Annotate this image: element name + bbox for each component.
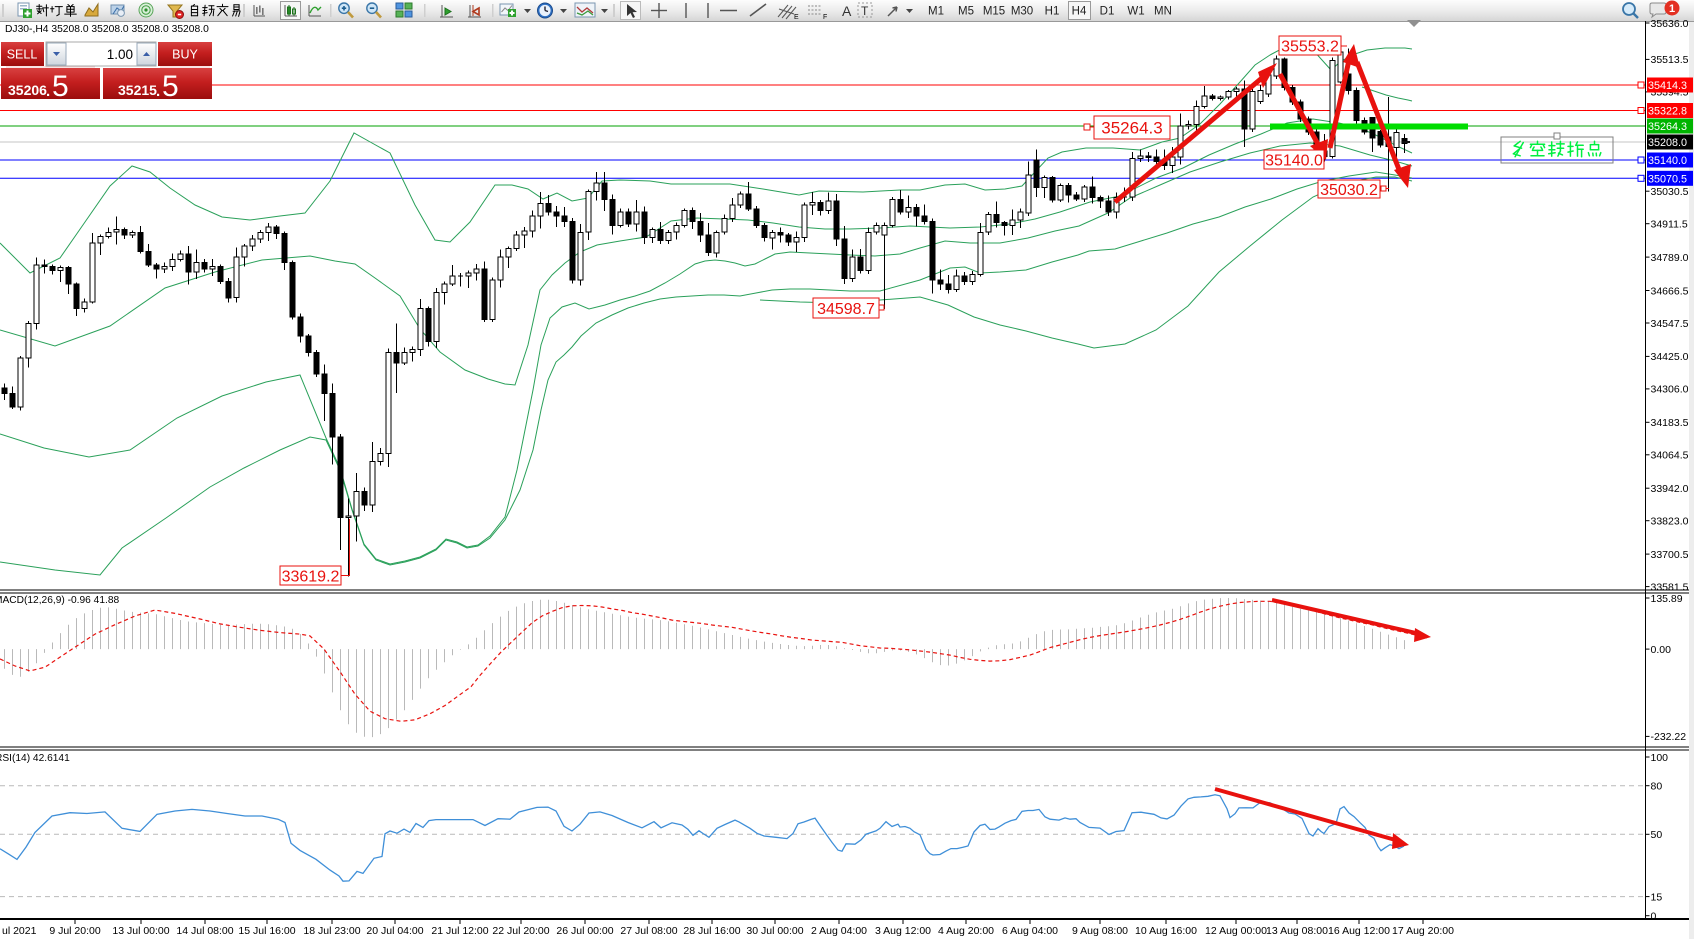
svg-text:35206: 35206	[8, 82, 47, 98]
svg-text:14 Jul 08:00: 14 Jul 08:00	[176, 925, 233, 937]
svg-text:DJ30-,H4 35208.0 35208.0 3520: DJ30-,H4 35208.0 35208.0 35208.0 35208.0	[5, 24, 209, 35]
svg-text:20 Jul 04:00: 20 Jul 04:00	[366, 925, 423, 937]
svg-text:34183.5: 34183.5	[1651, 417, 1689, 429]
svg-text:15: 15	[1651, 891, 1663, 903]
svg-text:35140.0: 35140.0	[1265, 152, 1323, 169]
svg-text:M30: M30	[1011, 6, 1033, 18]
svg-text:F: F	[823, 14, 827, 21]
svg-text:1.00: 1.00	[107, 47, 133, 62]
svg-text:33700.5: 33700.5	[1651, 549, 1689, 561]
svg-text:RSI(14) 42.6141: RSI(14) 42.6141	[0, 753, 70, 764]
svg-text:50: 50	[1651, 829, 1663, 841]
svg-text:100: 100	[1651, 752, 1669, 764]
svg-text:5: 5	[52, 70, 69, 103]
svg-text:M1: M1	[928, 6, 944, 18]
svg-text:34064.5: 34064.5	[1651, 450, 1689, 462]
svg-text:35553.2: 35553.2	[1281, 38, 1339, 55]
svg-text:4 Aug 20:00: 4 Aug 20:00	[938, 925, 994, 937]
svg-text:135.89: 135.89	[1651, 593, 1683, 605]
svg-text:27 Jul 08:00: 27 Jul 08:00	[620, 925, 677, 937]
svg-text:35264.3: 35264.3	[1101, 119, 1162, 138]
svg-text:13 Jul 00:00: 13 Jul 00:00	[112, 925, 169, 937]
svg-text:A: A	[842, 3, 852, 19]
svg-text:21 Jul 12:00: 21 Jul 12:00	[431, 925, 488, 937]
svg-text:33581.5: 33581.5	[1651, 581, 1689, 593]
svg-text:9 Jul 20:00: 9 Jul 20:00	[49, 925, 101, 937]
svg-text:0: 0	[1651, 911, 1657, 923]
svg-text:34666.5: 34666.5	[1651, 285, 1689, 297]
svg-text:MACD(12,26,9) -0.96 41.88: MACD(12,26,9) -0.96 41.88	[0, 595, 119, 606]
svg-text:12 Aug 00:00: 12 Aug 00:00	[1205, 925, 1267, 937]
svg-text:80: 80	[1651, 781, 1663, 793]
svg-text:18 Jul 23:00: 18 Jul 23:00	[303, 925, 360, 937]
svg-text:E: E	[794, 14, 799, 21]
svg-text:M5: M5	[958, 6, 974, 18]
svg-text:34598.7: 34598.7	[817, 301, 875, 318]
svg-text:35264.3: 35264.3	[1648, 121, 1687, 133]
svg-text:35414.3: 35414.3	[1648, 80, 1687, 92]
svg-text:H4: H4	[1072, 6, 1087, 18]
svg-text:M15: M15	[983, 6, 1005, 18]
svg-text:33942.0: 33942.0	[1651, 483, 1689, 495]
svg-text:34547.5: 34547.5	[1651, 318, 1689, 330]
svg-text:.: .	[46, 83, 50, 100]
svg-text:17 Aug 20:00: 17 Aug 20:00	[1392, 925, 1454, 937]
svg-text:9 Aug 08:00: 9 Aug 08:00	[1072, 925, 1128, 937]
svg-text:34306.0: 34306.0	[1651, 384, 1689, 396]
svg-text:15 Jul 16:00: 15 Jul 16:00	[238, 925, 295, 937]
svg-text:35070.5: 35070.5	[1648, 173, 1687, 185]
svg-text:35208.0: 35208.0	[1648, 137, 1687, 149]
svg-text:33619.2: 33619.2	[282, 568, 340, 585]
svg-text:2 Aug 04:00: 2 Aug 04:00	[811, 925, 867, 937]
svg-text:0.00: 0.00	[1651, 644, 1672, 656]
svg-text:10 Aug 16:00: 10 Aug 16:00	[1135, 925, 1197, 937]
svg-text:T: T	[861, 4, 869, 18]
svg-text:34911.5: 34911.5	[1651, 219, 1688, 231]
svg-text:35030.2: 35030.2	[1320, 182, 1378, 199]
svg-text:D1: D1	[1100, 6, 1115, 18]
svg-text:34425.0: 34425.0	[1651, 351, 1689, 363]
svg-text:35513.5: 35513.5	[1651, 54, 1689, 66]
svg-text:30 Jul 00:00: 30 Jul 00:00	[746, 925, 803, 937]
svg-text:16 Aug 12:00: 16 Aug 12:00	[1328, 925, 1390, 937]
svg-text:H1: H1	[1045, 6, 1060, 18]
svg-text:5: 5	[162, 70, 179, 103]
svg-text:6 Aug 04:00: 6 Aug 04:00	[1002, 925, 1058, 937]
svg-text:BUY: BUY	[172, 48, 198, 62]
svg-text:26 Jul 00:00: 26 Jul 00:00	[556, 925, 613, 937]
svg-text:33823.0: 33823.0	[1651, 516, 1689, 528]
svg-text:35322.8: 35322.8	[1648, 106, 1687, 118]
svg-text:1: 1	[1669, 3, 1675, 15]
svg-text:34789.0: 34789.0	[1651, 252, 1689, 264]
svg-text:35140.0: 35140.0	[1648, 155, 1687, 167]
svg-text:ul 2021: ul 2021	[2, 925, 37, 937]
svg-text:MN: MN	[1154, 6, 1172, 18]
svg-text:28 Jul 16:00: 28 Jul 16:00	[683, 925, 740, 937]
svg-text:-232.22: -232.22	[1651, 731, 1687, 743]
svg-text:W1: W1	[1127, 6, 1144, 18]
svg-text:22 Jul 20:00: 22 Jul 20:00	[492, 925, 549, 937]
svg-text:3 Aug 12:00: 3 Aug 12:00	[875, 925, 931, 937]
svg-text:35030.5: 35030.5	[1651, 186, 1689, 198]
svg-text:.: .	[156, 83, 160, 100]
svg-text:35215: 35215	[118, 82, 157, 98]
svg-text:SELL: SELL	[7, 48, 38, 62]
svg-text:35636.0: 35636.0	[1651, 18, 1689, 30]
svg-text:13 Aug 08:00: 13 Aug 08:00	[1266, 925, 1328, 937]
